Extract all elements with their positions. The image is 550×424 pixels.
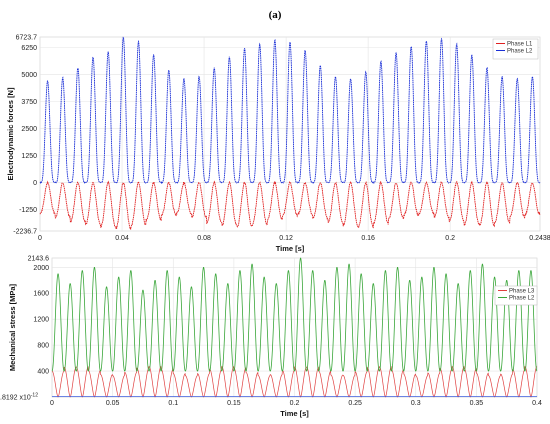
x-tick-label: 0.15 bbox=[227, 400, 241, 407]
y-tick-label: 2500 bbox=[21, 126, 37, 133]
legend-entry-label: Phase L1 bbox=[507, 42, 533, 48]
x-tick-label: 0.08 bbox=[197, 235, 211, 242]
y-tick-label: 6723.7 bbox=[16, 35, 38, 42]
x-tick-label: 0 bbox=[50, 400, 54, 407]
y-min-label: 4.8192 x10-12 bbox=[0, 393, 38, 402]
x-tick-label: 0.05 bbox=[106, 400, 120, 407]
x-tick-label: 0.3 bbox=[411, 400, 421, 407]
y-tick-label: 3750 bbox=[21, 99, 37, 106]
legend: Phase L1Phase L2 bbox=[493, 39, 538, 59]
chart-panel-a: (a) 0 0.04 0.08 0.12 0.16 0.2 0.2438 6723.7 6250 5… bbox=[6, 9, 550, 253]
y-tick-label: 2143.6 bbox=[28, 256, 50, 263]
legend-entry-label: Phase L3 bbox=[509, 289, 535, 295]
x-tick-label: 0.12 bbox=[279, 235, 293, 242]
y-tick-label: 1200 bbox=[33, 317, 49, 324]
y-tick-label: 400 bbox=[37, 369, 49, 376]
x-tick-label: 0.16 bbox=[361, 235, 375, 242]
x-tick-label: 0.25 bbox=[348, 400, 362, 407]
y-tick-label: 1600 bbox=[33, 291, 49, 298]
x-tick-label: 0.35 bbox=[470, 400, 484, 407]
x-tick-label: 0.2 bbox=[445, 235, 455, 242]
y-axis-title: Electrodynamic forces [N] bbox=[6, 87, 15, 180]
panel-label: (a) bbox=[269, 9, 282, 21]
x-tick-label: 0.2438 bbox=[529, 235, 550, 242]
x-axis-title: Time [s] bbox=[280, 409, 309, 418]
y-axis-title: Mechanical stress [MPa] bbox=[8, 283, 17, 371]
x-tick-label: 0 bbox=[38, 235, 42, 242]
y-tick-label: 2000 bbox=[33, 265, 49, 272]
chart-panel-b: (b)00.050.10.150.20.250.30.350.42143.620… bbox=[0, 256, 542, 419]
y-tick-label: -2236.7 bbox=[13, 229, 37, 236]
x-tick-label: 0.04 bbox=[115, 235, 129, 242]
y-tick-label: 0 bbox=[33, 180, 37, 187]
y-tick-label: 6250 bbox=[21, 45, 37, 52]
plot-area bbox=[40, 37, 540, 231]
y-tick-label: 800 bbox=[37, 343, 49, 350]
y-tick-label: 5000 bbox=[21, 72, 37, 79]
y-min-label-exponent: -12 bbox=[31, 393, 38, 399]
x-axis-title: Time [s] bbox=[276, 244, 305, 253]
y-tick-label: 1250 bbox=[21, 153, 37, 160]
x-tick-label: 0.1 bbox=[168, 400, 178, 407]
y-min-label-mantissa: 4.8192 x10 bbox=[0, 395, 31, 402]
x-tick-label: 0.2 bbox=[290, 400, 300, 407]
x-tick-label: 0.4 bbox=[532, 400, 542, 407]
y-tick-label: -1250 bbox=[19, 207, 37, 214]
legend-entry-label: Phase L2 bbox=[509, 296, 535, 302]
legend-entry-label: Phase L2 bbox=[507, 49, 533, 55]
legend: Phase L3Phase L2 bbox=[495, 286, 537, 305]
